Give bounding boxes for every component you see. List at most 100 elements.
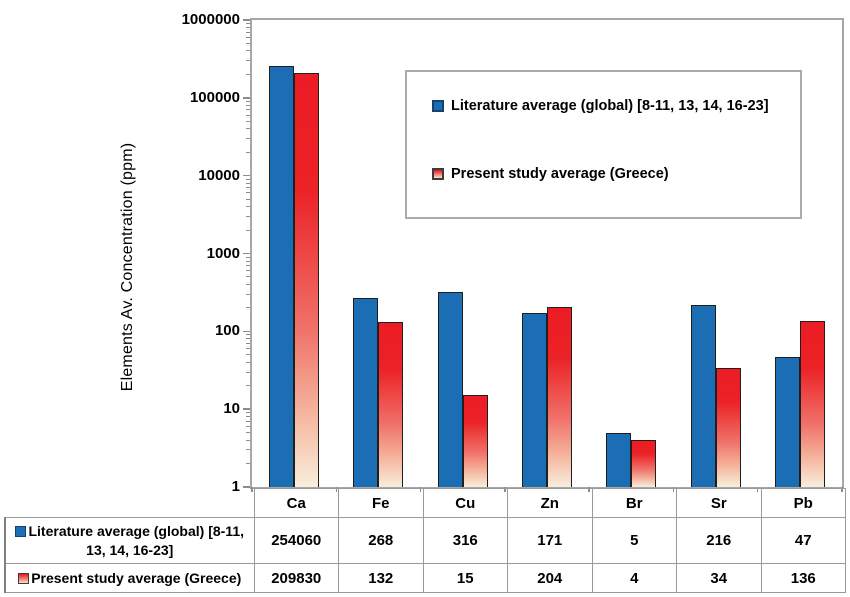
- category-header-cell: Br: [591, 488, 677, 518]
- legend-item-literature: Literature average (global) [8-11, 13, 1…: [432, 94, 769, 118]
- row-header-present-label: Present study average (Greece): [31, 569, 242, 586]
- bar-present-Pb: [799, 320, 825, 487]
- y-axis-minor-tick: [246, 361, 250, 363]
- bar-literature-Ca: [269, 66, 295, 487]
- table-swatch-blue-icon: [15, 525, 27, 537]
- y-axis-major-tick: [243, 19, 250, 21]
- value-cell: 254060: [253, 517, 339, 564]
- y-axis-major-tick: [243, 252, 250, 255]
- y-axis-minor-tick: [246, 31, 250, 33]
- bar-literature-Fe: [353, 298, 379, 487]
- y-axis-minor-tick: [246, 334, 250, 336]
- y-axis-minor-tick: [246, 342, 250, 344]
- table-corner-cell: [5, 489, 254, 518]
- y-axis-minor-tick: [246, 348, 250, 350]
- y-axis-minor-tick: [246, 100, 250, 102]
- bar-present-Fe: [378, 321, 404, 487]
- y-axis-minor-tick: [246, 307, 250, 309]
- legend-swatch-blue-icon: [432, 100, 444, 112]
- row-header-literature-label: Literature average (global) [8-11, 13, 1…: [28, 522, 245, 558]
- y-axis-minor-tick: [246, 120, 250, 122]
- value-cell: 216: [676, 517, 762, 564]
- present-row: Present study average (Greece) 209830 13…: [4, 563, 846, 593]
- value-cell: 47: [760, 517, 846, 564]
- bar-present-Ca: [294, 72, 320, 487]
- bar-literature-Pb: [774, 356, 800, 487]
- y-axis-minor-tick: [246, 293, 250, 295]
- y-axis-major-tick: [243, 97, 250, 99]
- table-swatch-red-icon: [18, 572, 30, 584]
- y-axis-tick-label: 100000: [189, 88, 240, 106]
- row-header-literature: Literature average (global) [8-11, 13, 1…: [4, 517, 255, 564]
- legend-box: Literature average (global) [8-11, 13, 1…: [405, 70, 802, 219]
- value-cell: 204: [507, 563, 593, 593]
- value-cell: 34: [676, 563, 762, 593]
- y-axis-tick-label: 1000000: [181, 11, 240, 28]
- y-axis-minor-tick: [246, 27, 250, 29]
- value-cell: 4: [591, 563, 677, 593]
- category-header-cell: Zn: [507, 488, 593, 518]
- y-axis-minor-tick: [246, 206, 250, 208]
- y-axis-title: Elements Av. Concentration (ppm): [119, 142, 136, 392]
- y-axis-minor-tick: [246, 371, 250, 373]
- y-axis-minor-tick: [246, 23, 250, 25]
- legend-item-present: Present study average (Greece): [432, 162, 669, 186]
- y-axis-minor-tick: [246, 354, 250, 356]
- y-axis-tick-label: 1: [231, 478, 240, 495]
- y-axis-minor-tick: [246, 73, 250, 75]
- y-axis-major-tick: [243, 330, 250, 333]
- bar-literature-Br: [606, 432, 632, 487]
- y-axis-major-tick: [243, 408, 250, 410]
- y-axis-minor-tick: [246, 128, 250, 130]
- value-cell: 171: [507, 517, 593, 564]
- y-axis-minor-tick: [246, 104, 250, 106]
- y-axis-minor-tick: [246, 60, 250, 62]
- legend-label-present: Present study average (Greece): [451, 166, 669, 182]
- value-cell: 136: [760, 563, 846, 593]
- value-cell: 15: [422, 563, 508, 593]
- category-header-cell: Pb: [760, 488, 846, 518]
- y-axis-minor-tick: [246, 178, 250, 180]
- y-axis-minor-tick: [246, 138, 250, 140]
- y-axis-minor-tick: [246, 42, 250, 44]
- y-axis-minor-tick: [246, 270, 250, 272]
- category-header-cell: Sr: [676, 488, 762, 518]
- y-axis-minor-tick: [246, 439, 250, 441]
- y-axis-minor-tick: [246, 449, 250, 451]
- literature-row: Literature average (global) [8-11, 13, 1…: [4, 517, 846, 564]
- y-axis-tick-label: 10000: [198, 166, 240, 184]
- y-axis-minor-tick: [246, 151, 250, 153]
- y-axis-minor-tick: [246, 187, 250, 189]
- y-axis-minor-tick: [246, 182, 250, 184]
- y-axis-major-tick: [243, 174, 250, 177]
- y-axis-minor-tick: [246, 338, 250, 340]
- y-axis-minor-tick: [246, 432, 250, 434]
- y-axis-minor-tick: [246, 416, 250, 418]
- y-axis-minor-tick: [246, 229, 250, 231]
- value-cell: 209830: [253, 563, 339, 593]
- bar-present-Cu: [462, 395, 488, 487]
- bar-literature-Zn: [522, 313, 547, 487]
- y-axis-minor-tick: [246, 36, 250, 38]
- data-table: Ca Fe Cu Zn Br Sr Pb Literature average …: [4, 488, 846, 593]
- y-axis-minor-tick: [246, 276, 250, 278]
- category-header-cell: Ca: [253, 488, 339, 518]
- y-axis-minor-tick: [246, 260, 250, 262]
- legend-swatch-red-icon: [432, 168, 444, 180]
- y-axis-tick-label: 100: [214, 322, 240, 340]
- category-header-cell: Cu: [422, 488, 508, 518]
- y-axis-minor-tick: [246, 256, 250, 258]
- value-cell: 132: [338, 563, 424, 593]
- x-axis-tick: [251, 487, 253, 492]
- y-axis-minor-tick: [246, 198, 250, 200]
- value-cell: 316: [422, 517, 508, 564]
- y-axis-minor-tick: [246, 192, 250, 194]
- y-axis-minor-tick: [246, 463, 250, 465]
- y-axis-minor-tick: [246, 412, 250, 414]
- value-cell: 5: [591, 517, 677, 564]
- y-axis-minor-tick: [246, 425, 250, 427]
- bar-literature-Cu: [437, 292, 463, 487]
- y-axis-minor-tick: [246, 109, 250, 111]
- y-axis-minor-tick: [246, 114, 250, 116]
- y-axis-major-tick: [243, 486, 250, 488]
